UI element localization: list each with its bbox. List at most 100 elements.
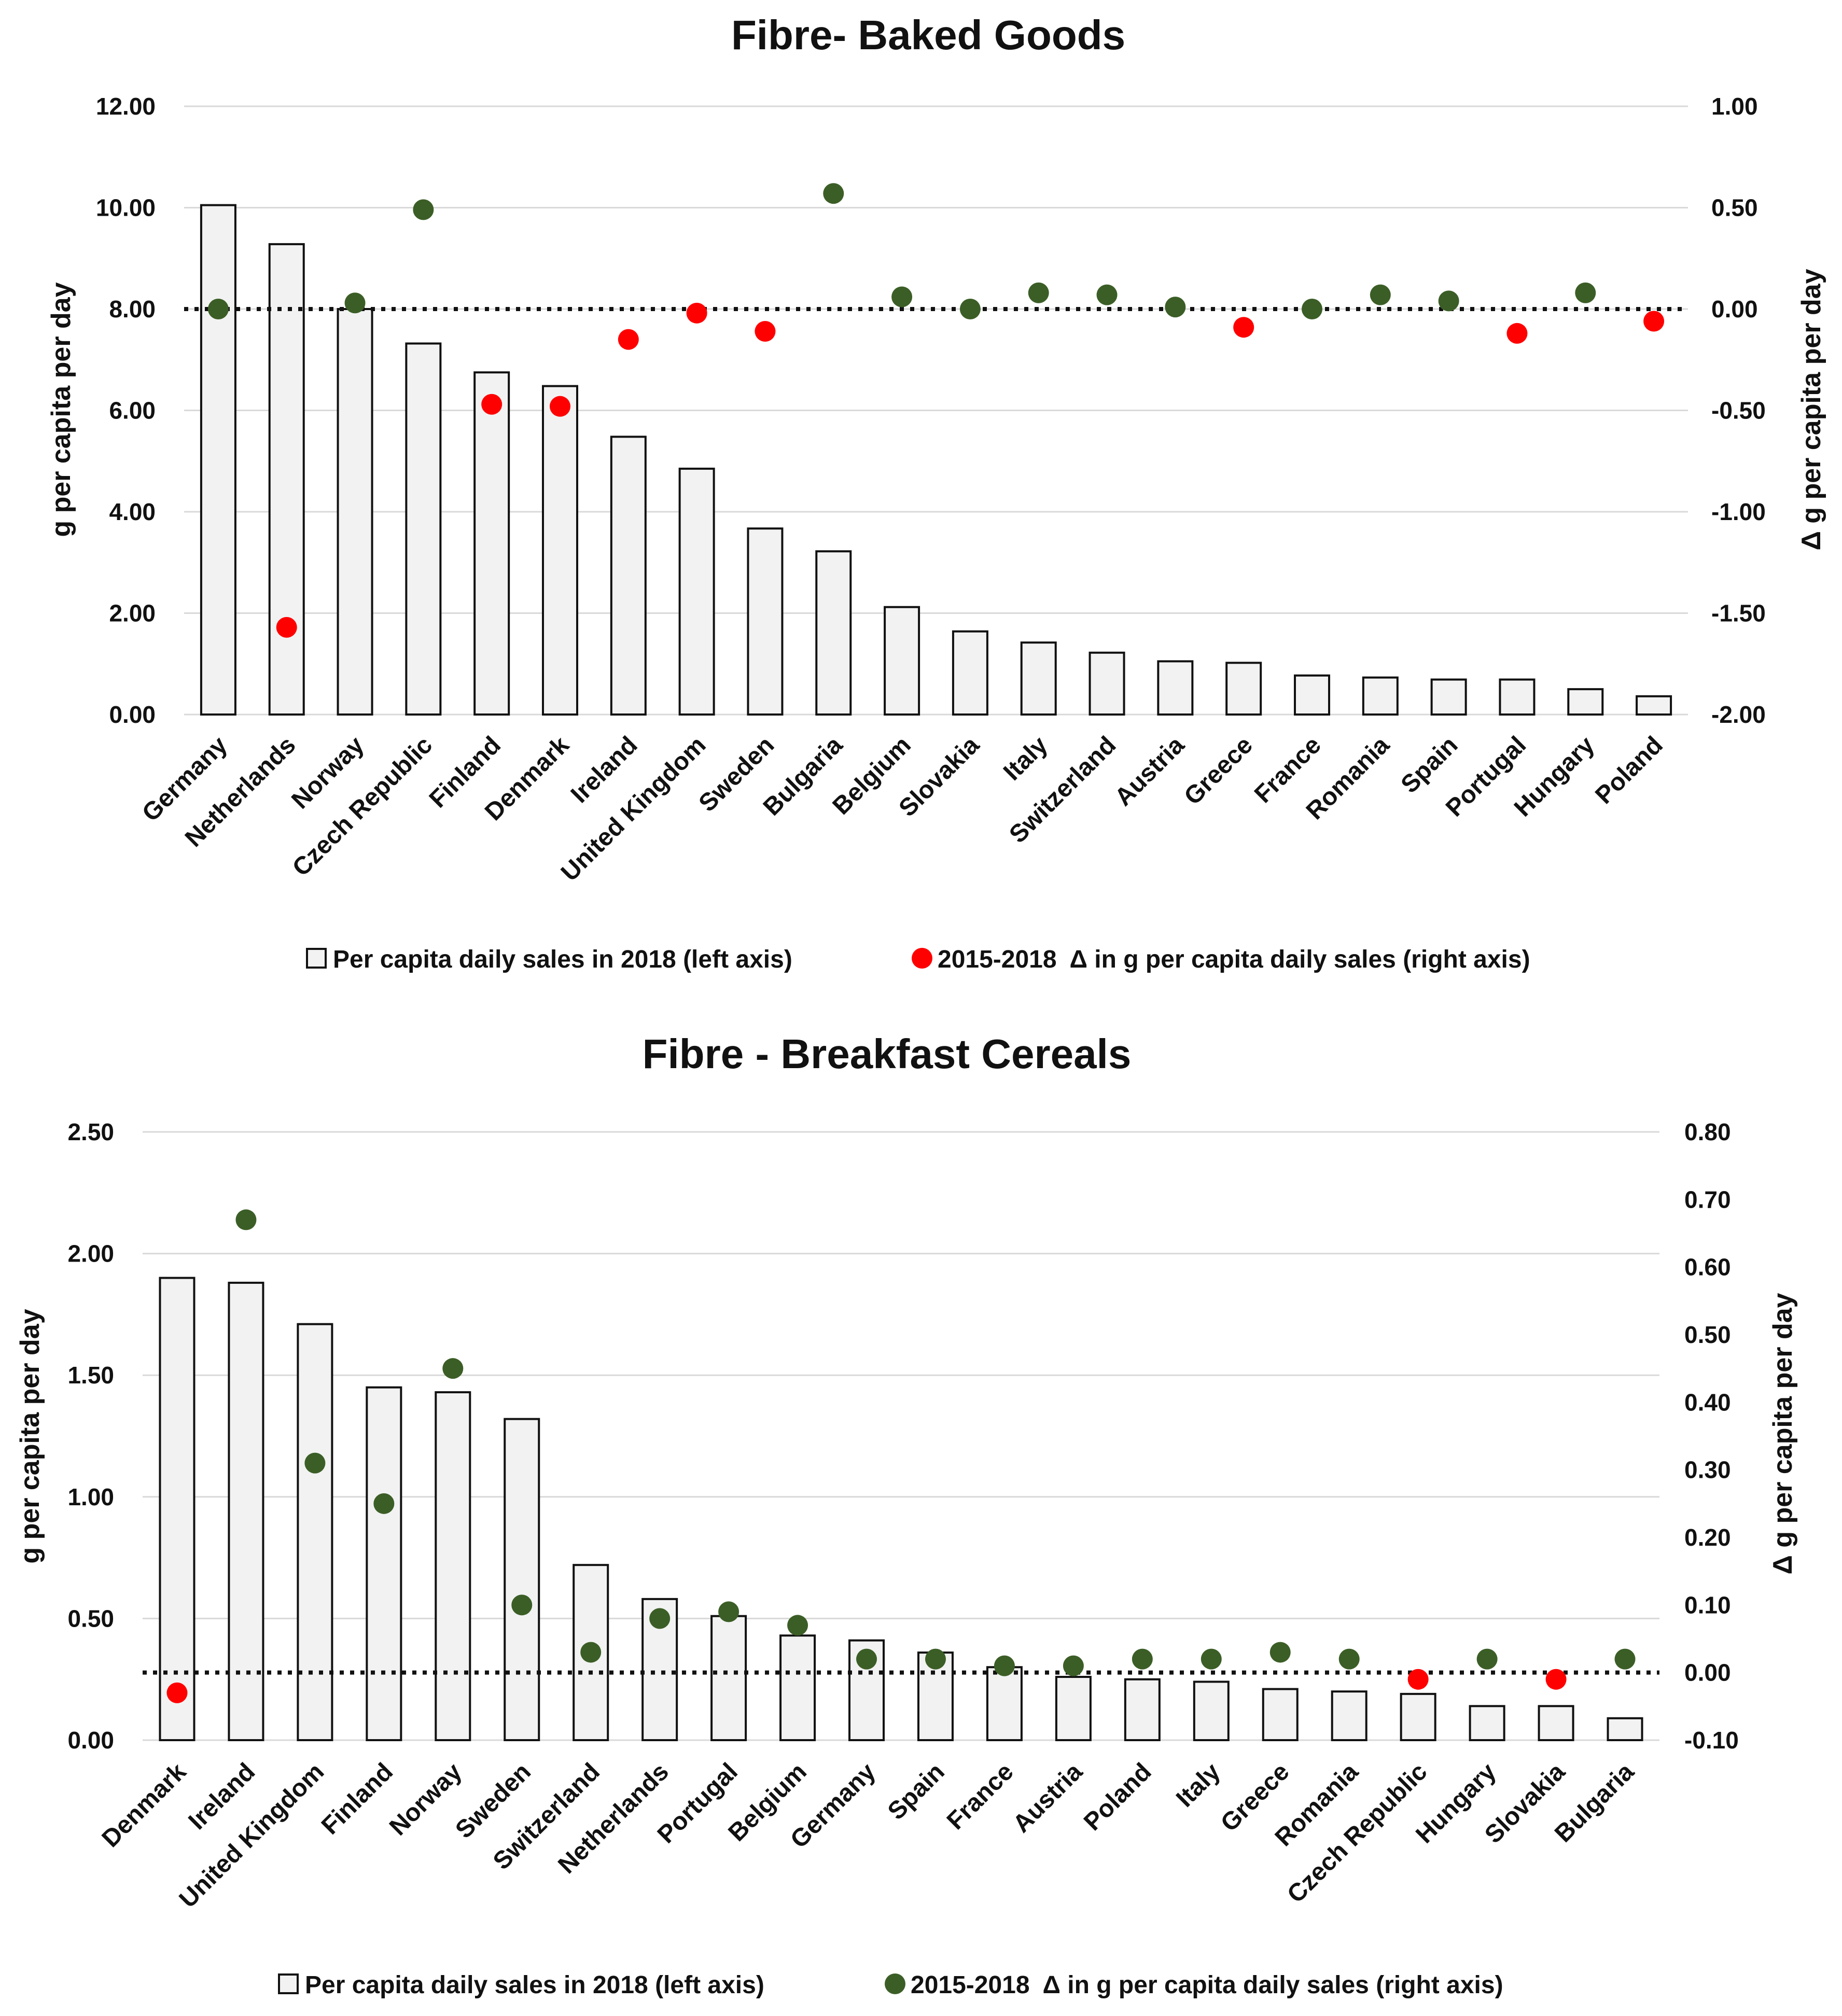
- left-axis-label: g per capita per day: [15, 1309, 45, 1563]
- change-point: [1096, 284, 1118, 305]
- change-point: [1302, 299, 1322, 319]
- change-point: [1338, 1648, 1360, 1670]
- category-label: Spain: [883, 1758, 950, 1825]
- change-point: [580, 1642, 602, 1663]
- bar: [159, 1277, 196, 1741]
- change-point: [649, 1608, 671, 1629]
- bar: [779, 1634, 816, 1741]
- bar: [504, 1418, 540, 1741]
- change-point: [1506, 323, 1528, 344]
- left-tick-label: 12.00: [96, 93, 156, 120]
- category-label: Spain: [1396, 731, 1463, 799]
- legend-change-label: 2015-2018 Δ in g per capita daily sales …: [938, 946, 1530, 973]
- change-point: [925, 1648, 946, 1670]
- chart-title: Fibre - Breakfast Cereals: [643, 1031, 1132, 1077]
- change-point: [856, 1648, 877, 1670]
- bar: [1636, 695, 1672, 716]
- right-tick-label: 0.00: [1684, 1659, 1731, 1686]
- change-point: [1370, 284, 1391, 305]
- bar: [542, 385, 578, 716]
- bar: [1193, 1681, 1230, 1742]
- bar: [268, 243, 305, 716]
- legend-change-label: 2015-2018 Δ in g per capita daily sales …: [911, 1971, 1503, 1999]
- left-tick-label: 0.00: [67, 1727, 114, 1754]
- bar: [473, 371, 510, 716]
- bar: [986, 1666, 1023, 1741]
- change-point: [1643, 311, 1665, 332]
- legend-change-swatch: [912, 948, 932, 969]
- left-tick-label: 2.00: [67, 1240, 114, 1267]
- left-tick-label: 2.50: [67, 1118, 114, 1145]
- right-tick-label: 1.00: [1711, 93, 1758, 120]
- change-point: [1545, 1669, 1567, 1690]
- left-tick-label: 4.00: [109, 498, 156, 525]
- category-label: Poland: [1590, 731, 1668, 809]
- change-point: [304, 1452, 326, 1474]
- bar: [228, 1281, 264, 1742]
- bar: [1262, 1688, 1299, 1742]
- right-tick-label: -1.00: [1711, 498, 1766, 525]
- bar: [952, 630, 988, 716]
- legend: Per capita daily sales in 2018 (left axi…: [306, 946, 1530, 973]
- left-tick-label: 6.00: [109, 397, 156, 424]
- legend-change-swatch: [885, 1973, 905, 1994]
- bar: [1157, 660, 1194, 716]
- bar: [1538, 1705, 1574, 1742]
- change-point: [550, 396, 570, 417]
- change-point: [618, 329, 639, 350]
- bar: [1607, 1717, 1643, 1741]
- bar: [678, 467, 715, 716]
- right-tick-label: 0.80: [1684, 1118, 1731, 1145]
- change-point: [413, 199, 434, 220]
- right-axis-ticks: -0.10 0.00 0.10 0.20 0.30 0.40 0.50 0.60 0.70 0.8…: [1684, 1118, 1739, 1754]
- change-point: [959, 299, 981, 319]
- left-tick-label: 0.50: [67, 1605, 114, 1632]
- bar: [405, 342, 442, 716]
- chart-baked-goods: Fibre- Baked Goods 0.00 2.00 4.00 6.00 8.00 1…: [46, 12, 1826, 973]
- category-label: Italy: [1171, 1758, 1226, 1813]
- change-point: [235, 1209, 257, 1230]
- change-point: [481, 394, 503, 415]
- left-axis-label: g per capita per day: [46, 282, 76, 537]
- change-point: [686, 302, 707, 324]
- legend-bar-swatch: [278, 1973, 299, 1994]
- category-label: Denmark: [97, 1758, 192, 1853]
- category-label: Italy: [998, 731, 1053, 786]
- left-tick-label: 8.00: [109, 296, 156, 323]
- legend: Per capita daily sales in 2018 (left axi…: [278, 1971, 1503, 1999]
- chart-title: Fibre- Baked Goods: [731, 12, 1125, 58]
- right-tick-label: 0.60: [1684, 1254, 1731, 1281]
- change-series: [166, 1209, 1636, 1703]
- bar: [1430, 678, 1467, 716]
- bar: [1469, 1705, 1505, 1742]
- bar: [1294, 674, 1330, 716]
- legend-bar-swatch: [306, 948, 327, 969]
- category-label: Finland: [316, 1758, 398, 1840]
- left-tick-label: 2.00: [109, 600, 156, 627]
- right-tick-label: 0.00: [1711, 296, 1758, 323]
- bar: [610, 436, 647, 716]
- right-tick-label: 0.30: [1684, 1457, 1731, 1483]
- right-tick-label: 0.40: [1684, 1389, 1731, 1416]
- right-tick-label: 0.10: [1684, 1591, 1731, 1618]
- right-axis-label: Δ g per capita per day: [1768, 1293, 1798, 1574]
- bar: [1567, 688, 1604, 716]
- bar: [815, 550, 852, 716]
- bar: [1020, 641, 1057, 716]
- right-tick-label: -0.10: [1684, 1727, 1739, 1754]
- change-point: [1407, 1669, 1429, 1690]
- change-point: [1476, 1648, 1498, 1670]
- right-axis-label: Δ g per capita per day: [1796, 269, 1826, 550]
- right-tick-label: -2.00: [1711, 701, 1766, 728]
- bar: [297, 1323, 333, 1741]
- left-tick-label: 0.00: [109, 701, 156, 728]
- bar: [1499, 678, 1536, 716]
- change-point: [373, 1493, 395, 1514]
- bar: [884, 606, 920, 716]
- change-point: [994, 1655, 1015, 1676]
- change-point: [1438, 290, 1459, 312]
- bar: [1124, 1678, 1161, 1741]
- bar: [435, 1391, 471, 1741]
